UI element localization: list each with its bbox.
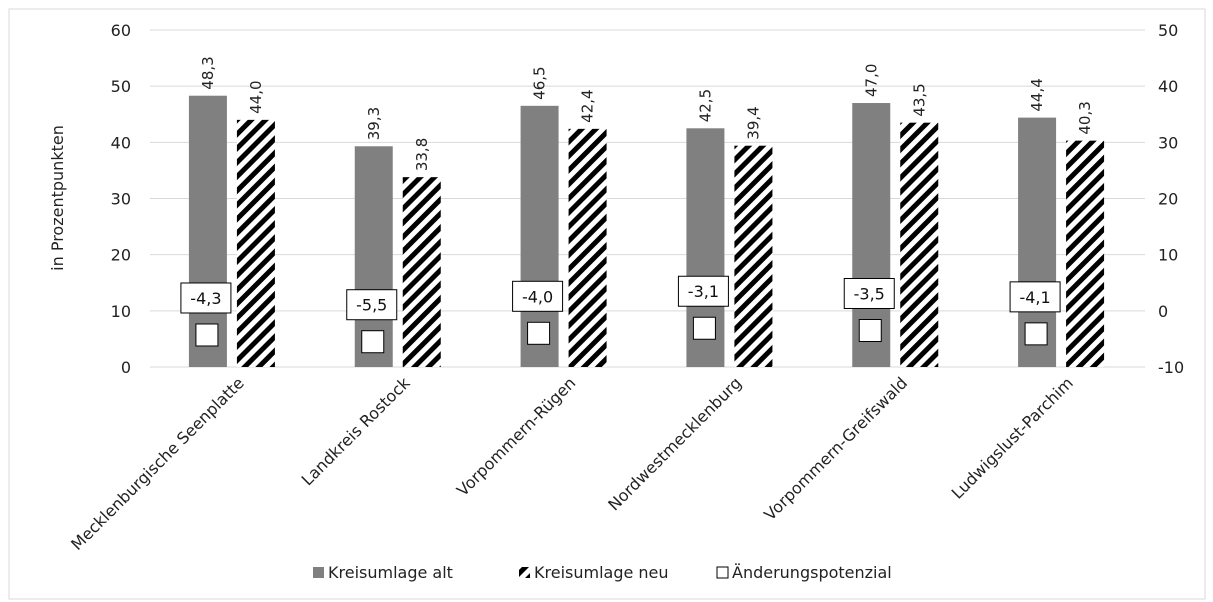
bars (188, 95, 1105, 368)
y-tick-label-right: 40 (1158, 77, 1178, 96)
y-tick-label-left: 10 (111, 302, 131, 321)
data-label-neu: 40,3 (1076, 101, 1094, 134)
y-tick-label-right: 20 (1158, 190, 1178, 209)
callout-box (677, 275, 729, 307)
callout-box (180, 282, 232, 314)
category-label: Nordwestmecklenburg (604, 373, 745, 514)
marker-aenderungspotenzial (858, 318, 882, 342)
callout-box (512, 280, 564, 312)
legend-swatch-alt (313, 567, 324, 578)
y-tick-label-left: 0 (121, 358, 131, 377)
y-tick-label-right: 10 (1158, 246, 1178, 265)
y-tick-label-right: 0 (1158, 302, 1168, 321)
bar-kreisumlage-neu (568, 128, 607, 367)
marker-aenderungspotenzial (195, 323, 219, 347)
data-label-alt: 46,5 (531, 66, 549, 99)
marker-aenderungspotenzial (1024, 322, 1048, 346)
y-tick-label-right: 50 (1158, 21, 1178, 40)
legend-swatch-aenderung (716, 566, 729, 579)
data-label-aenderung: -4,0 (522, 287, 553, 306)
data-label-aenderung: -3,5 (854, 284, 885, 303)
bar-kreisumlage-alt (188, 95, 227, 367)
y-tick-label-left: 50 (111, 77, 131, 96)
data-labels: 48,3 44,0 -4,3 39,3 33,8 -5,5 46,5 42,4 -4,0 42,5… (180, 56, 1094, 321)
legend-label-neu: Kreisumlage neu (534, 563, 669, 582)
data-label-alt: 47,0 (862, 64, 880, 97)
marker-aenderungspotenzial (692, 316, 716, 340)
y-axis-left: 0 10 20 30 40 50 60 (111, 21, 131, 377)
data-label-aenderung: -4,1 (1019, 288, 1050, 307)
data-label-neu: 44,0 (247, 80, 265, 113)
category-label: Vorpommern-Greifswald (760, 373, 911, 524)
y-tick-label-left: 40 (111, 133, 131, 152)
bar-kreisumlage-neu (402, 177, 441, 367)
bar-kreisumlage-neu (900, 122, 939, 367)
category-label: Vorpommern-Rügen (453, 373, 580, 500)
data-label-alt: 42,5 (696, 89, 714, 122)
bar-kreisumlage-alt (354, 146, 393, 367)
category-label: Mecklenburgische Seenplatte (67, 373, 248, 554)
y-tick-label-right: -10 (1158, 358, 1184, 377)
bar-kreisumlage-neu (1066, 140, 1105, 367)
callout-box (843, 277, 895, 309)
y-axis-title: in Prozentpunkten (48, 125, 67, 271)
data-label-neu: 33,8 (413, 138, 431, 171)
category-label: Landkreis Rostock (298, 373, 414, 489)
callout-box (1009, 281, 1061, 313)
data-label-alt: 39,3 (365, 107, 383, 140)
y-tick-label-left: 30 (111, 190, 131, 209)
legend-swatch-neu (519, 567, 530, 578)
legend-label-alt: Kreisumlage alt (328, 563, 453, 582)
data-label-neu: 42,4 (579, 89, 597, 122)
bar-kreisumlage-neu (734, 145, 773, 367)
category-labels: Mecklenburgische Seenplatte Landkreis Ros… (67, 373, 1077, 554)
y-tick-label-left: 20 (111, 246, 131, 265)
data-label-aenderung: -3,1 (688, 282, 719, 301)
data-label-alt: 44,4 (1028, 78, 1046, 111)
data-label-aenderung: -5,5 (356, 296, 387, 315)
legend-label-aenderung: Änderungspotenzial (732, 563, 892, 582)
category-label: Ludwigslust-Parchim (948, 373, 1077, 502)
marker-aenderungspotenzial (361, 330, 385, 354)
y-tick-label-right: 30 (1158, 133, 1178, 152)
chart-border (8, 8, 1206, 600)
callout-box (346, 289, 398, 321)
data-label-alt: 48,3 (199, 56, 217, 89)
y-axis-right: -10 0 10 20 30 40 50 (1158, 21, 1184, 377)
data-label-aenderung: -4,3 (190, 289, 221, 308)
legend: Kreisumlage alt Kreisumlage neu Änderungsp… (313, 563, 892, 582)
data-label-neu: 39,4 (744, 106, 762, 139)
y-tick-label-left: 60 (111, 21, 131, 40)
bar-kreisumlage-neu (236, 119, 275, 367)
marker-aenderungspotenzial (527, 321, 551, 345)
gridlines (150, 29, 1145, 368)
data-label-neu: 43,5 (910, 83, 928, 116)
